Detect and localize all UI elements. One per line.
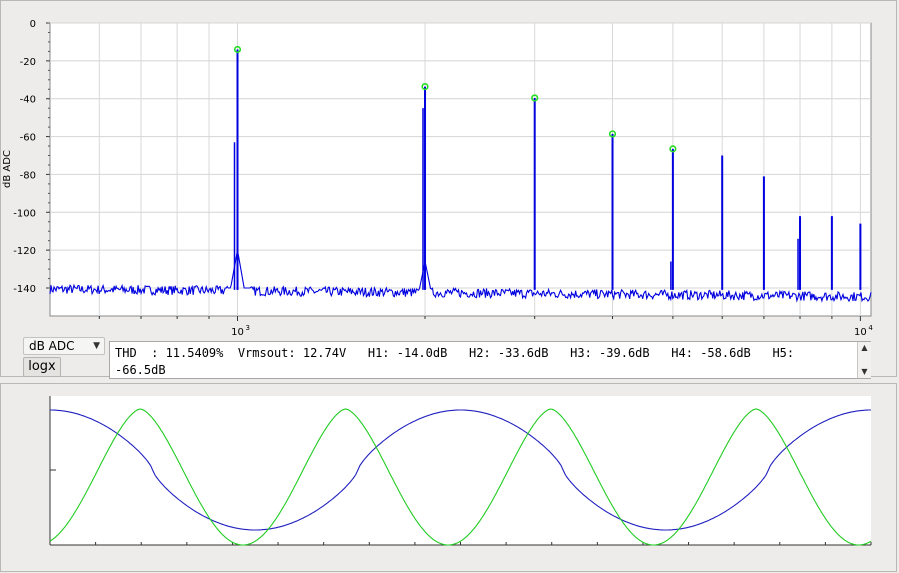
scroll-up-icon[interactable]: ▲ [861, 343, 868, 352]
y-tick-label: 0 [30, 19, 36, 30]
peak-marker-4 [608, 130, 617, 138]
spectrum-panel: 0 -20 -40 -60 -80 -100 -120 -140 10 3 10 4 dB ADC dB… [0, 0, 897, 379]
y-tick-label: -80 [20, 170, 36, 181]
scale-select-value: dB ADC [29, 339, 75, 353]
y-tick-label: -100 [13, 208, 36, 219]
scope-trace-green [49, 408, 872, 546]
peak-marker-2 [421, 82, 429, 91]
scope-chart [49, 396, 872, 546]
plot-area [49, 22, 872, 317]
scope-plot-area [50, 396, 871, 545]
x-tick-exponent: 4 [868, 324, 873, 332]
chevron-down-icon: ▼ [93, 341, 100, 351]
y-tick-label: -20 [20, 57, 36, 68]
scroll-down-icon[interactable]: ▼ [861, 367, 868, 376]
y-tick-label: -60 [20, 133, 36, 144]
y-tick-label: -120 [13, 246, 36, 257]
peak-marker-1 [233, 45, 242, 54]
y-tick-label: -40 [20, 95, 36, 106]
readout-scrollbar[interactable]: ▲ ▼ [857, 342, 871, 378]
thd-readout[interactable]: THD : 11.5409% Vrmsout: 12.74V H1: -14.0… [109, 341, 871, 379]
scale-select[interactable]: dB ADC ▼ [23, 337, 105, 355]
logx-button[interactable]: logx [23, 357, 61, 377]
peak-marker-3 [531, 94, 539, 102]
y-tick-label: -140 [13, 284, 36, 295]
x-tick-label: 10 [854, 327, 867, 338]
scope-trace-blue [50, 409, 871, 531]
scope-panel [0, 383, 897, 572]
spectrum-trace [49, 249, 872, 303]
x-tick-label: 10 [231, 327, 244, 338]
y-axis-label: dB ADC [2, 150, 13, 188]
peak-marker-5 [669, 145, 677, 153]
x-tick-exponent: 3 [246, 324, 250, 332]
